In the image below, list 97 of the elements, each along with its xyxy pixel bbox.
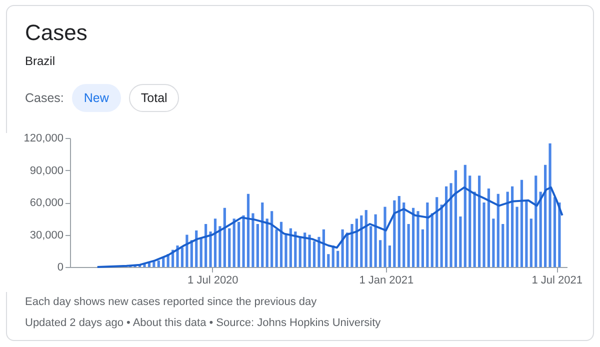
bar (214, 218, 217, 267)
bar (482, 202, 486, 267)
bar (496, 194, 500, 267)
bar (322, 229, 325, 267)
chart-title: Cases (25, 20, 88, 46)
bar (534, 176, 538, 267)
bar (308, 234, 311, 267)
y-tick-label: 60,000 (30, 197, 64, 209)
bar (350, 224, 354, 267)
bar (355, 218, 358, 267)
bar (478, 176, 481, 267)
bar (275, 229, 278, 267)
bar (218, 226, 222, 267)
text: Updated 2 days ago • About this data • Source: Johns Hopkins University (25, 317, 381, 329)
y-tick-label: 30,000 (30, 229, 64, 242)
bar (473, 192, 476, 267)
bar (360, 215, 363, 267)
y-tick-label: 90,000 (30, 164, 64, 177)
bar (232, 218, 236, 267)
bar (525, 200, 528, 267)
bar (157, 260, 160, 267)
bar (223, 208, 226, 267)
bar (266, 218, 268, 267)
bar (180, 248, 184, 267)
bar (256, 224, 259, 267)
x-tick-label: 1 Jul 2021 (532, 274, 583, 286)
bar (289, 228, 292, 267)
bar (440, 204, 443, 267)
bar (252, 213, 254, 267)
bar (298, 236, 302, 267)
bar (364, 210, 368, 267)
bar (468, 176, 472, 267)
bar (511, 186, 514, 267)
bar (553, 197, 556, 267)
bar (378, 240, 382, 267)
bar (336, 250, 340, 267)
selected-toggle-button: New (72, 84, 121, 112)
bar (152, 262, 156, 267)
bar (407, 224, 410, 267)
bar (374, 214, 377, 267)
text: Each day shows new cases reported since the previous day (25, 296, 318, 308)
bar (426, 202, 429, 267)
bar (530, 218, 532, 267)
line-series (96, 186, 564, 268)
bar (346, 232, 349, 267)
bar (520, 180, 524, 267)
bar (370, 226, 372, 267)
toggle-button: Total (128, 84, 180, 112)
bar (492, 218, 495, 267)
bar (450, 183, 452, 267)
y-tick-label: 0 (57, 262, 64, 274)
x-tick-label: 1 Jul 2020 (188, 274, 238, 286)
bar (270, 211, 274, 267)
bar (318, 236, 320, 267)
bar (506, 192, 509, 267)
bar (454, 170, 458, 267)
bar (384, 206, 386, 267)
bar (436, 197, 438, 267)
bar (558, 202, 561, 267)
x-tick-label: 1 Jan 2021 (359, 274, 414, 286)
bar (402, 202, 406, 267)
bar (502, 224, 504, 267)
chart-subtitle: Brazil (25, 54, 56, 68)
bar (204, 224, 208, 267)
bar (238, 222, 240, 267)
bar (242, 215, 245, 267)
y-tick-label: 120,000 (24, 132, 64, 144)
bar (421, 229, 424, 267)
bar (393, 200, 396, 267)
bar (304, 232, 306, 267)
bar (416, 211, 420, 267)
bar (341, 229, 344, 267)
bar (176, 246, 179, 267)
bar (388, 246, 391, 267)
bar (487, 188, 490, 267)
bar (327, 254, 330, 267)
bar (398, 196, 400, 267)
bar (430, 213, 434, 267)
text: Cases: (25, 91, 64, 105)
bar (516, 206, 518, 267)
bar (312, 241, 316, 267)
bar (464, 164, 466, 267)
bar (284, 234, 288, 267)
bar (544, 164, 547, 267)
bar (280, 222, 283, 267)
bar (228, 228, 231, 267)
bar (294, 232, 297, 267)
bar (200, 238, 202, 267)
bar (539, 192, 542, 267)
bar (444, 186, 448, 267)
bar (195, 230, 198, 267)
bar (459, 216, 462, 267)
bar (261, 202, 264, 267)
bar (246, 194, 250, 267)
bar (209, 232, 212, 267)
bar (412, 208, 415, 267)
bar (548, 143, 552, 267)
